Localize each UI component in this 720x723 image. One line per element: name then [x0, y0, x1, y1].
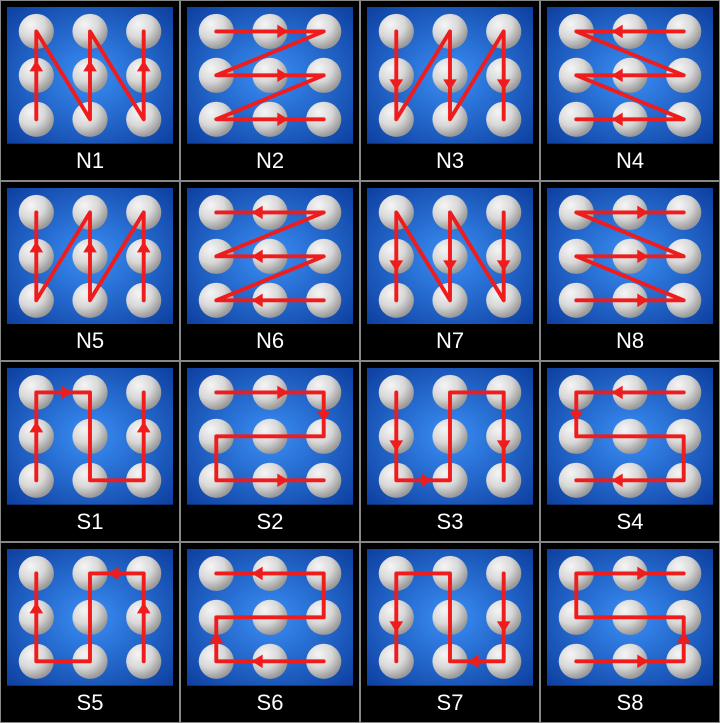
pattern-diagram — [187, 188, 353, 325]
pattern-cell: S8 — [540, 542, 720, 723]
pattern-cell: N3 — [360, 0, 540, 181]
pattern-diagram — [7, 7, 173, 144]
pattern-label: S6 — [181, 686, 359, 722]
pattern-diagram — [7, 188, 173, 325]
pattern-diagram — [7, 549, 173, 686]
pattern-label: S8 — [541, 686, 719, 722]
pattern-diagram — [187, 549, 353, 686]
pattern-cell: N8 — [540, 181, 720, 362]
pattern-cell: S6 — [180, 542, 360, 723]
pattern-cell: N5 — [0, 181, 180, 362]
pattern-diagram — [187, 7, 353, 144]
pattern-cell: S7 — [360, 542, 540, 723]
pattern-cell: S1 — [0, 361, 180, 542]
pattern-diagram — [367, 188, 533, 325]
pattern-diagram — [7, 368, 173, 505]
pattern-label: S5 — [1, 686, 179, 722]
pattern-cell: S3 — [360, 361, 540, 542]
pattern-label: N8 — [541, 324, 719, 360]
pattern-label: S4 — [541, 505, 719, 541]
pattern-cell: N7 — [360, 181, 540, 362]
pattern-label: S7 — [361, 686, 539, 722]
pattern-cell: S5 — [0, 542, 180, 723]
pattern-cell: N1 — [0, 0, 180, 181]
pattern-grid: N1 N2 N3 N4 — [0, 0, 720, 703]
pattern-cell: N4 — [540, 0, 720, 181]
pattern-label: S1 — [1, 505, 179, 541]
pattern-label: N3 — [361, 144, 539, 180]
pattern-diagram — [547, 7, 713, 144]
pattern-label: S2 — [181, 505, 359, 541]
pattern-label: N1 — [1, 144, 179, 180]
pattern-cell: N2 — [180, 0, 360, 181]
pattern-diagram — [547, 549, 713, 686]
pattern-label: N2 — [181, 144, 359, 180]
pattern-diagram — [187, 368, 353, 505]
pattern-cell: S4 — [540, 361, 720, 542]
pattern-label: N6 — [181, 324, 359, 360]
pattern-label: S3 — [361, 505, 539, 541]
pattern-diagram — [547, 368, 713, 505]
pattern-diagram — [547, 188, 713, 325]
pattern-label: N5 — [1, 324, 179, 360]
pattern-diagram — [367, 368, 533, 505]
pattern-diagram — [367, 549, 533, 686]
pattern-label: N4 — [541, 144, 719, 180]
pattern-cell: N6 — [180, 181, 360, 362]
pattern-label: N7 — [361, 324, 539, 360]
pattern-cell: S2 — [180, 361, 360, 542]
pattern-diagram — [367, 7, 533, 144]
